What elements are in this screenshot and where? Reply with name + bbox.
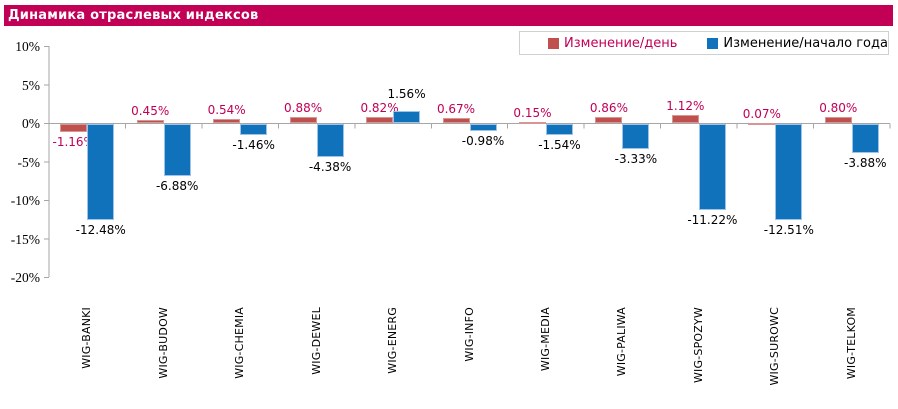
x-axis-label-WIG-TELKOM: WIG-TELKOM	[844, 307, 858, 380]
legend-swatch-day-icon	[548, 37, 559, 49]
bar-day-WIG-BANKI	[60, 123, 88, 133]
bar-day-WIG-SPOZYW	[671, 114, 699, 124]
data-label-day-WIG-ENERG: 0.82%	[360, 101, 399, 116]
bar-ytd-WIG-CHEMIA	[240, 123, 268, 135]
data-label-ytd-WIG-BUDOW: -6.88%	[155, 179, 199, 194]
bar-day-WIG-INFO	[442, 118, 470, 124]
x-axis-label-WIG-CHEMIA: WIG-CHEMIA	[233, 307, 247, 379]
data-label-ytd-WIG-MEDIA: -1.54%	[538, 138, 581, 153]
y-axis-label-0%: 0%	[22, 116, 40, 131]
data-label-ytd-WIG-BANKI: -12.48%	[75, 222, 126, 237]
legend-item-day: Изменение/день	[548, 36, 677, 51]
data-label-ytd-WIG-DEWEL: -4.38%	[308, 160, 352, 175]
x-axis-label-WIG-BANKI: WIG-BANKI	[80, 307, 94, 369]
bar-ytd-WIG-TELKOM	[851, 123, 879, 154]
data-label-day-WIG-BANKI: -1.16%	[52, 135, 95, 150]
data-label-day-WIG-TELKOM: 0.80%	[819, 101, 858, 116]
data-label-day-WIG-CHEMIA: 0.54%	[207, 103, 246, 118]
x-axis-label-WIG-SPOZYW: WIG-SPOZYW	[691, 307, 705, 384]
x-axis-label-WIG-SUROWC: WIG-SUROWC	[768, 307, 782, 386]
data-label-day-WIG-MEDIA: 0.15%	[513, 106, 552, 121]
y-axis-label-10%: 10%	[15, 39, 40, 54]
chart-title-bar: Динамика отраслевых индексов	[4, 5, 893, 26]
bar-day-WIG-SUROWC	[748, 122, 776, 125]
x-axis-label-WIG-ENERG: WIG-ENERG	[386, 307, 400, 374]
data-label-ytd-WIG-INFO: -0.98%	[461, 134, 505, 149]
x-axis-label-WIG-PALIWA: WIG-PALIWA	[615, 307, 629, 377]
bar-day-WIG-DEWEL	[289, 116, 317, 124]
x-axis-label-WIG-INFO: WIG-INFO	[462, 307, 476, 362]
y-axis-label--5%: -5%	[17, 154, 41, 170]
data-label-ytd-WIG-PALIWA: -3.33%	[614, 152, 658, 167]
x-axis-label-WIG-MEDIA: WIG-MEDIA	[538, 307, 552, 372]
bar-day-WIG-PALIWA	[595, 116, 623, 124]
bar-day-WIG-TELKOM	[824, 117, 852, 124]
y-axis-label--15%: -15%	[10, 231, 40, 247]
x-axis-label-WIG-BUDOW: WIG-BUDOW	[156, 307, 170, 379]
legend-label-ytd: Изменение/начало года	[723, 35, 888, 51]
legend-item-ytd: Изменение/начало года	[707, 36, 888, 51]
data-label-day-WIG-INFO: 0.67%	[436, 102, 476, 117]
data-label-day-WIG-BUDOW: 0.45%	[131, 104, 170, 119]
data-label-day-WIG-DEWEL: 0.88%	[284, 100, 323, 115]
data-label-ytd-WIG-CHEMIA: -1.46%	[232, 137, 275, 152]
data-label-ytd-WIG-ENERG: 1.56%	[387, 87, 426, 102]
y-axis-label--20%: -20%	[10, 270, 40, 285]
bar-ytd-WIG-INFO	[469, 123, 497, 132]
data-label-day-WIG-SPOZYW: 1.12%	[666, 98, 705, 113]
bar-ytd-WIG-SUROWC	[775, 123, 803, 220]
bar-ytd-WIG-ENERG	[393, 111, 421, 124]
bar-ytd-WIG-BUDOW	[163, 123, 191, 177]
data-label-ytd-WIG-SPOZYW: -11.22%	[687, 212, 738, 227]
data-label-day-WIG-PALIWA: 0.86%	[589, 100, 628, 115]
bar-day-WIG-CHEMIA	[213, 119, 241, 124]
legend-swatch-ytd-icon	[707, 37, 719, 49]
legend-label-day: Изменение/день	[564, 35, 678, 51]
data-label-ytd-WIG-TELKOM: -3.88%	[844, 156, 887, 171]
bar-ytd-WIG-BANKI	[87, 123, 115, 220]
y-axis-label--10%: -10%	[10, 193, 40, 208]
bar-ytd-WIG-DEWEL	[316, 123, 344, 158]
data-label-ytd-WIG-SUROWC: -12.51%	[763, 222, 814, 237]
bar-ytd-WIG-MEDIA	[545, 123, 573, 136]
chart-title: Динамика отраслевых индексов	[8, 8, 259, 23]
bar-ytd-WIG-PALIWA	[622, 123, 650, 150]
bar-ytd-WIG-SPOZYW	[698, 123, 726, 210]
y-axis-label-5%: 5%	[22, 77, 40, 93]
bar-day-WIG-ENERG	[366, 117, 394, 124]
bar-day-WIG-BUDOW	[136, 120, 164, 124]
bar-day-WIG-MEDIA	[518, 122, 546, 125]
legend: Изменение/день Изменение/начало года	[519, 31, 889, 55]
data-label-day-WIG-SUROWC: 0.07%	[742, 106, 781, 121]
x-axis-label-WIG-DEWEL: WIG-DEWEL	[309, 307, 323, 375]
